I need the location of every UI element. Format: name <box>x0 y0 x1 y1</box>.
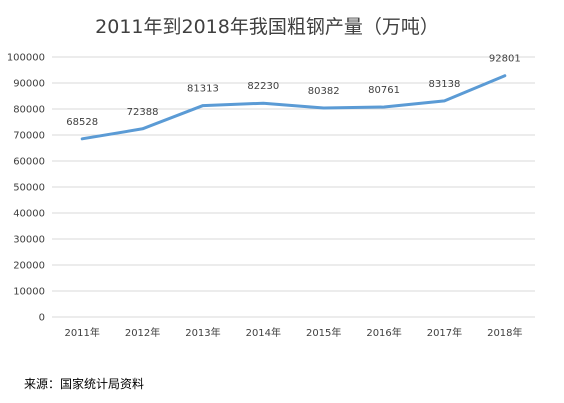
y-tick-label: 80000 <box>13 105 45 116</box>
series-line <box>80 74 507 141</box>
x-axis-ticks: 2011年 2012年 2013年 2014年 2015年 2016年 2017年 2018年 <box>64 326 522 339</box>
y-tick-label: 10000 <box>13 287 45 298</box>
data-label: 92801 <box>489 54 521 65</box>
x-tick-label: 2016年 <box>366 326 401 339</box>
y-tick-label: 50000 <box>13 183 45 194</box>
x-tick-label: 2014年 <box>246 326 281 339</box>
y-tick-label: 70000 <box>13 131 45 142</box>
gridlines <box>52 56 535 318</box>
x-tick-label: 2012年 <box>125 326 160 339</box>
y-tick-label: 40000 <box>13 209 45 220</box>
y-tick-label: 0 <box>39 313 45 324</box>
x-tick-label: 2018年 <box>487 326 522 339</box>
y-tick-label: 90000 <box>13 79 45 90</box>
data-label: 80761 <box>368 85 400 96</box>
x-tick-label: 2017年 <box>427 326 462 339</box>
data-label: 82230 <box>247 81 279 92</box>
x-tick-label: 2015年 <box>306 326 341 339</box>
series-layer <box>80 74 507 141</box>
data-label: 81313 <box>187 84 219 95</box>
source-note: 来源：国家统计局资料 <box>24 377 145 391</box>
data-labels: 68528 72388 81313 82230 80382 80761 83138 92801 <box>66 54 520 128</box>
y-axis-ticks: 0 10000 20000 30000 40000 50000 60000 70000 8000… <box>7 53 45 324</box>
data-label: 80382 <box>308 86 340 97</box>
y-tick-label: 20000 <box>13 261 45 272</box>
data-label: 72388 <box>127 107 159 118</box>
y-tick-label: 100000 <box>7 53 45 64</box>
data-label: 83138 <box>429 79 461 90</box>
x-tick-label: 2013年 <box>185 326 220 339</box>
y-tick-label: 60000 <box>13 157 45 168</box>
chart-title: 2011年到2018年我国粗钢产量（万吨） <box>95 16 439 38</box>
y-tick-label: 30000 <box>13 235 45 246</box>
data-label: 68528 <box>66 117 98 128</box>
x-tick-label: 2011年 <box>64 326 99 339</box>
